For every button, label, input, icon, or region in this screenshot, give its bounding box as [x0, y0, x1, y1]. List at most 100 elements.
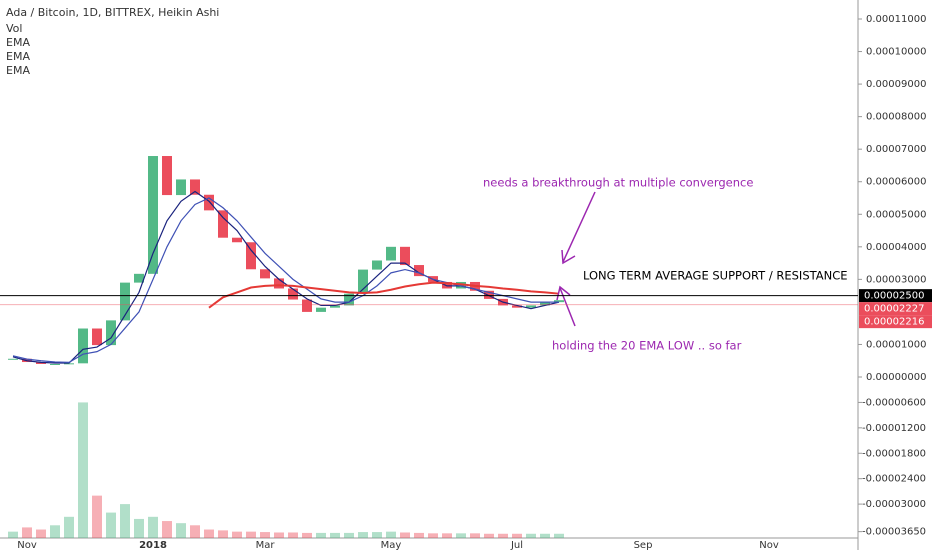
price-label-box — [859, 315, 932, 329]
volume-bar — [540, 533, 550, 538]
x-tick-label: Jul — [510, 540, 523, 550]
candle-body — [484, 290, 494, 299]
candle-body — [512, 305, 522, 308]
plot — [8, 156, 564, 538]
volume-bar — [134, 518, 144, 538]
candle-body — [106, 320, 116, 346]
volume-bar — [302, 532, 312, 538]
volume-bar — [316, 532, 326, 538]
candle-body — [176, 179, 186, 196]
volume-bar — [456, 533, 466, 538]
y-tick-label: 0.00007000 — [866, 144, 926, 155]
candle-body — [400, 246, 410, 266]
y-tick-label: 0.00003000 — [866, 274, 926, 285]
y2-tick-label: -0.00002400 — [862, 474, 926, 485]
x-tick-label: Nov — [17, 540, 37, 550]
candle-body — [386, 246, 396, 261]
volume-bar — [484, 533, 494, 538]
candle-body — [372, 260, 382, 270]
volume-bar — [190, 525, 200, 538]
volume-bar — [344, 532, 354, 538]
price-label-box — [859, 302, 932, 316]
volume-bar — [274, 532, 284, 538]
candle-body — [526, 305, 536, 308]
y-tick-label: 0.00004000 — [866, 242, 926, 253]
volume-bar — [162, 521, 172, 538]
candle-body — [232, 237, 242, 243]
volume-bar — [204, 529, 214, 538]
candle-body — [218, 210, 228, 238]
candle-body — [78, 328, 88, 364]
volume-bar — [260, 532, 270, 538]
volume-bar — [246, 531, 256, 538]
y2-tick-label: -0.00000600 — [862, 397, 926, 408]
candle-body — [120, 282, 130, 321]
candle-body — [288, 288, 298, 300]
price-label: 0.00002216 — [864, 317, 924, 328]
candle-body — [414, 265, 424, 277]
volume-bar — [36, 529, 46, 538]
annotation: LONG TERM AVERAGE SUPPORT / RESISTANCE — [583, 269, 848, 283]
volume-bar — [414, 532, 424, 538]
volume-bar — [386, 531, 396, 538]
volume-bar — [288, 532, 298, 538]
ema-line — [208, 281, 560, 309]
arrow — [561, 191, 596, 265]
volume-bar — [92, 495, 102, 538]
candle-body — [134, 273, 144, 283]
y2-tick-label: -0.00001200 — [862, 423, 926, 434]
volume-bar — [512, 533, 522, 538]
candle-body — [302, 299, 312, 312]
legend-entry: EMA — [6, 64, 30, 77]
volume-bar — [148, 516, 158, 538]
y-tick-label: 0.00009000 — [866, 79, 926, 90]
volume-bar — [78, 402, 88, 538]
volume-bar — [64, 516, 74, 538]
volume-bar — [330, 532, 340, 538]
volume-bar — [50, 525, 60, 538]
candle-body — [540, 302, 550, 306]
y-tick-label: 0.00008000 — [866, 112, 926, 123]
y-tick-label: 0.00001000 — [866, 339, 926, 350]
legend-entry: Vol — [6, 22, 22, 35]
candle-body — [358, 269, 368, 294]
x-tick-label: 2018 — [139, 540, 167, 550]
volume-bar — [358, 532, 368, 538]
candle-body — [330, 305, 340, 308]
candle-body — [148, 156, 158, 274]
annotation: holding the 20 EMA LOW .. so far — [552, 339, 742, 353]
volume-bar — [218, 530, 228, 538]
volume-bar — [428, 533, 438, 538]
candle-body — [316, 307, 326, 312]
volume-bar — [120, 504, 130, 538]
y-tick-label: 0.00000000 — [866, 372, 926, 383]
legend-entry: EMA — [6, 36, 30, 49]
candle-body — [554, 300, 564, 303]
x-tick-label: Mar — [256, 540, 276, 550]
candle-body — [344, 293, 354, 306]
volume-bar — [232, 531, 242, 538]
y2-tick-label: -0.00003650 — [862, 527, 926, 538]
volume-bar — [400, 532, 410, 538]
annotation: needs a breakthrough at multiple converg… — [483, 176, 753, 190]
volume-bar — [470, 533, 480, 538]
candle-body — [274, 278, 284, 289]
y2-tick-label: -0.00001800 — [862, 448, 926, 459]
candle-body — [204, 194, 214, 211]
price-label-box — [859, 289, 932, 303]
y-tick-label: 0.00005000 — [866, 209, 926, 220]
candle-body — [64, 363, 74, 365]
x-tick-label: Nov — [759, 540, 779, 550]
y2-tick-label: -0.00003000 — [862, 499, 926, 510]
volume-bar — [372, 532, 382, 538]
candle-body — [36, 362, 46, 364]
volume-bar — [176, 523, 186, 538]
candle-body — [162, 156, 172, 196]
price-label: 0.00002500 — [864, 291, 924, 302]
volume-bar — [442, 533, 452, 538]
candle-body — [190, 179, 200, 195]
volume-bar — [106, 512, 116, 538]
candle-body — [92, 328, 102, 346]
x-tick-label: Sep — [634, 540, 653, 550]
